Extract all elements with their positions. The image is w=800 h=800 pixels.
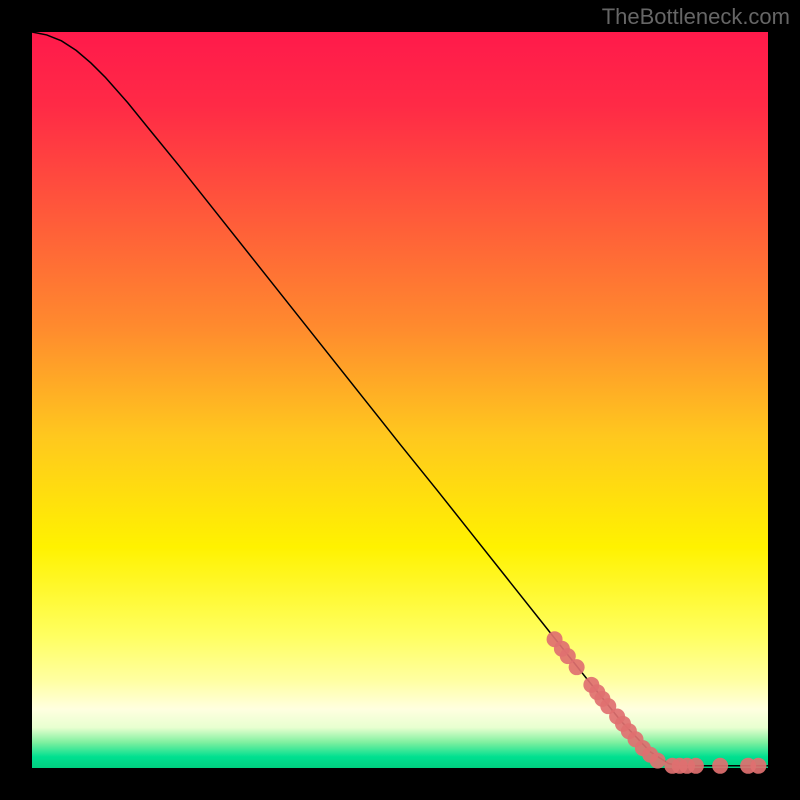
data-marker [569, 659, 585, 675]
chart-frame: TheBottleneck.com [0, 0, 800, 800]
watermark-text: TheBottleneck.com [602, 4, 790, 30]
data-marker [750, 758, 766, 774]
chart-svg [0, 0, 800, 800]
data-marker [650, 753, 666, 769]
data-marker [688, 758, 704, 774]
gradient-background [32, 32, 768, 768]
data-marker [712, 758, 728, 774]
